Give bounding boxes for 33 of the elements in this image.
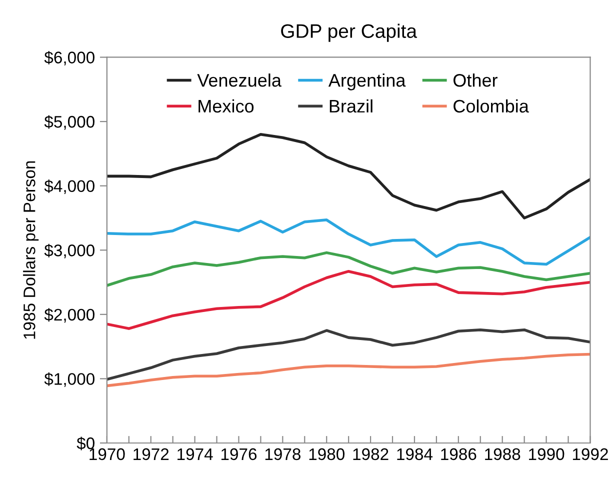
x-tick-label: 1990 <box>529 448 564 460</box>
x-tick-label: 1978 <box>265 448 300 460</box>
y-tick-label: $0 <box>76 436 94 450</box>
x-tick-label: 1970 <box>90 448 125 460</box>
x-tick-label: 1982 <box>353 448 388 460</box>
legend-label: Argentina <box>328 73 406 90</box>
x-tick-label: 1972 <box>134 448 169 460</box>
y-tick-label: $4,000 <box>44 180 94 194</box>
y-tick-label: $2,000 <box>44 308 94 323</box>
chart-title: GDP per Capita <box>281 24 418 42</box>
legend-label: Venezuela <box>197 73 282 87</box>
line-series <box>106 133 590 220</box>
line-series <box>106 270 590 330</box>
y-tick-label: $1,000 <box>44 372 94 387</box>
x-tick-label: 1980 <box>309 448 344 460</box>
y-tick-label: $6,000 <box>44 50 94 66</box>
legend-label: Brazil <box>330 99 372 113</box>
y-axis-title: 1985 Dollars per Person <box>23 161 39 339</box>
x-tick-label: 1974 <box>178 448 213 460</box>
y-tick-label: $5,000 <box>44 115 94 130</box>
line-series <box>106 352 590 388</box>
y-tick-label: $3,000 <box>44 244 94 258</box>
legend-label: Colombia <box>454 99 529 113</box>
x-tick-label: 1992 <box>572 448 608 460</box>
legend-label: Mexico <box>198 99 254 113</box>
x-tick-label: 1986 <box>441 448 476 460</box>
line-series <box>106 251 590 287</box>
x-tick-label: 1976 <box>221 448 257 460</box>
x-tick-label: 1988 <box>485 448 520 460</box>
line-series <box>106 218 590 266</box>
line-series <box>106 328 590 381</box>
legend-label: Other <box>453 73 498 87</box>
x-tick-label: 1984 <box>397 448 433 460</box>
